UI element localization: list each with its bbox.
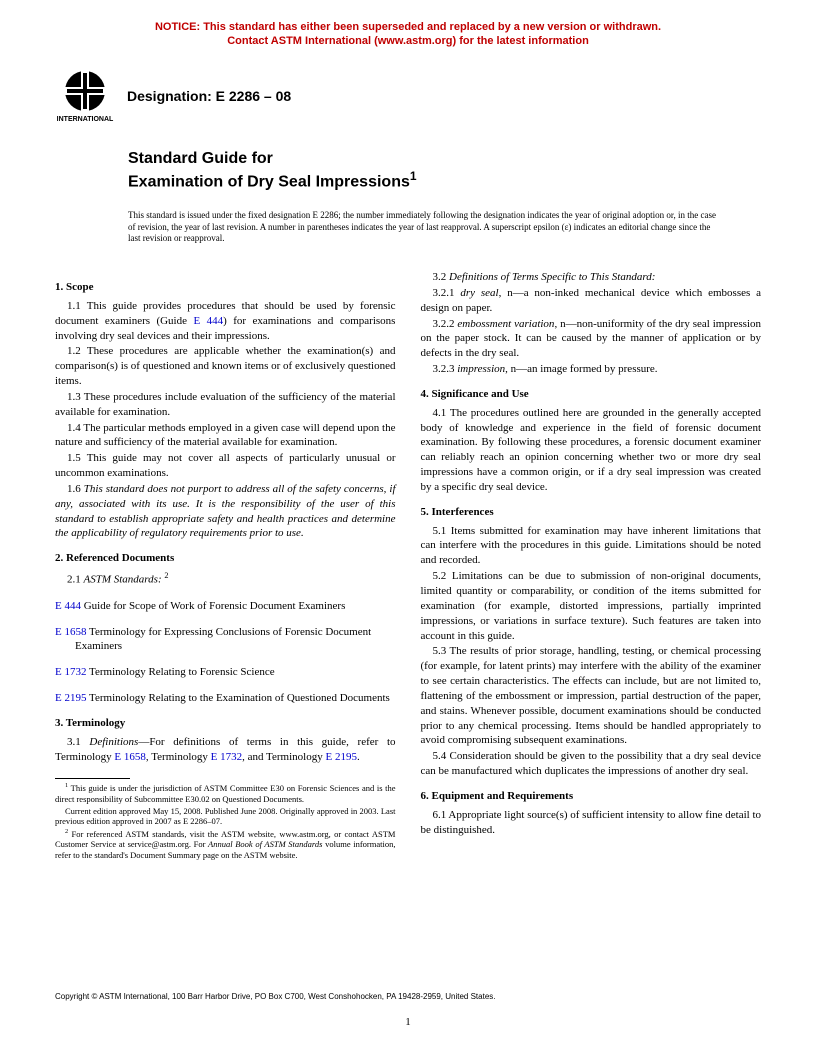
- term-3-1: 3.1 Definitions—For definitions of terms…: [55, 735, 396, 765]
- page-number: 1: [0, 1016, 816, 1028]
- copyright-text: Copyright © ASTM International, 100 Barr…: [55, 992, 496, 1001]
- scope-1-5: 1.5 This guide may not cover all aspects…: [55, 451, 396, 481]
- document-page: NOTICE: This standard has either been su…: [0, 0, 816, 890]
- scope-heading: 1. Scope: [55, 280, 396, 295]
- term-3-2-3: 3.2.3 impression, n—an image formed by p…: [421, 362, 762, 377]
- title-line-2: Examination of Dry Seal Impressions: [128, 173, 410, 190]
- scope-1-1: 1.1 This guide provides procedures that …: [55, 299, 396, 344]
- term-3-2: 3.2 Definitions of Terms Specific to Thi…: [421, 270, 762, 285]
- term-3-2-2: 3.2.2 embossment variation, n—non-unifor…: [421, 317, 762, 362]
- term-3-2-1: 3.2.1 dry seal, n—a non-inked mechanical…: [421, 286, 762, 316]
- footnote-1: 1 This guide is under the jurisdiction o…: [55, 782, 396, 804]
- header-row: INTERNATIONAL Designation: E 2286 – 08: [55, 69, 761, 124]
- int-5-3: 5.3 The results of prior storage, handli…: [421, 644, 762, 748]
- footnote-rule: [55, 778, 130, 779]
- designation-text: Designation: E 2286 – 08: [127, 88, 291, 104]
- significance-heading: 4. Significance and Use: [421, 387, 762, 402]
- scope-1-2: 1.2 These procedures are applicable whet…: [55, 344, 396, 389]
- interferences-heading: 5. Interferences: [421, 505, 762, 520]
- refdocs-intro: 2.1 ASTM Standards: 2: [55, 570, 396, 588]
- int-5-4: 5.4 Consideration should be given to the…: [421, 749, 762, 779]
- svg-text:INTERNATIONAL: INTERNATIONAL: [57, 116, 114, 123]
- scope-1-6: 1.6 This standard does not purport to ad…: [55, 482, 396, 541]
- body-columns: 1. Scope 1.1 This guide provides procedu…: [55, 270, 761, 860]
- int-5-1: 5.1 Items submitted for examination may …: [421, 524, 762, 569]
- terminology-heading: 3. Terminology: [55, 716, 396, 731]
- astm-logo: INTERNATIONAL: [55, 69, 115, 124]
- scope-1-3: 1.3 These procedures include evaluation …: [55, 390, 396, 420]
- footnote-1b: Current edition approved May 15, 2008. P…: [55, 806, 396, 827]
- footnotes-block: 1 This guide is under the jurisdiction o…: [55, 778, 396, 860]
- notice-line-1: NOTICE: This standard has either been su…: [155, 21, 661, 33]
- eq-6-1: 6.1 Appropriate light source(s) of suffi…: [421, 808, 762, 838]
- refdocs-heading: 2. Referenced Documents: [55, 551, 396, 566]
- ref-e1732: E 1732 Terminology Relating to Forensic …: [75, 665, 396, 680]
- title-line-1: Standard Guide for: [128, 150, 273, 167]
- equipment-heading: 6. Equipment and Requirements: [421, 789, 762, 804]
- notice-line-2: Contact ASTM International (www.astm.org…: [227, 35, 589, 47]
- int-5-2: 5.2 Limitations can be due to submission…: [421, 569, 762, 643]
- sig-4-1: 4.1 The procedures outlined here are gro…: [421, 406, 762, 495]
- title-footnote-ref: 1: [410, 169, 417, 183]
- ref-e444: E 444 Guide for Scope of Work of Forensi…: [75, 599, 396, 614]
- ref-e1658: E 1658 Terminology for Expressing Conclu…: [75, 625, 396, 655]
- ref-e2195: E 2195 Terminology Relating to the Exami…: [75, 691, 396, 706]
- scope-1-4: 1.4 The particular methods employed in a…: [55, 421, 396, 451]
- link-e444[interactable]: E 444: [193, 315, 223, 327]
- supersession-notice: NOTICE: This standard has either been su…: [55, 20, 761, 49]
- title-block: Standard Guide for Examination of Dry Se…: [128, 149, 761, 192]
- footnote-2: 2 For referenced ASTM standards, visit t…: [55, 828, 396, 861]
- issuance-note: This standard is issued under the fixed …: [128, 210, 721, 245]
